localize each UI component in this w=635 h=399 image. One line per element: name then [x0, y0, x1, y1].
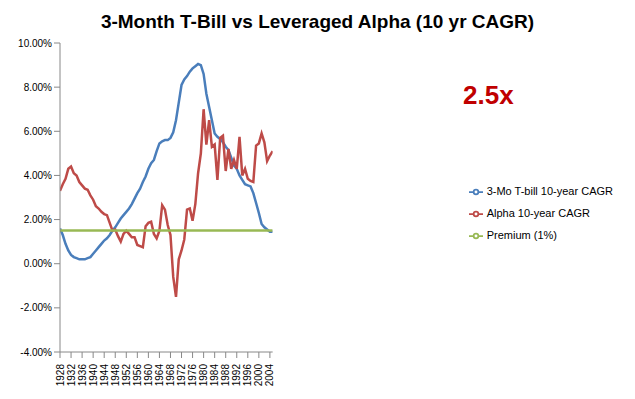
svg-text:1968: 1968	[165, 364, 176, 387]
svg-text:4.00%: 4.00%	[24, 170, 52, 181]
svg-text:-4.00%: -4.00%	[20, 347, 52, 358]
svg-text:1948: 1948	[110, 364, 121, 387]
svg-text:1980: 1980	[198, 364, 209, 387]
html-text:Alpha 10-year CAGR: Alpha 10-year CAGR	[486, 207, 590, 219]
svg-text:1928: 1928	[55, 364, 66, 387]
svg-text:1984: 1984	[209, 364, 220, 387]
html-text:3-Month T-Bill vs Leveraged Al: 3-Month T-Bill vs Leveraged Alpha (10 yr…	[100, 11, 535, 32]
svg-text:0.00%: 0.00%	[24, 258, 52, 269]
svg-text:1956: 1956	[132, 364, 143, 387]
svg-text:1996: 1996	[242, 364, 253, 387]
svg-text:8.00%: 8.00%	[24, 82, 52, 93]
svg-text:1932: 1932	[66, 364, 77, 387]
svg-text:-2.00%: -2.00%	[20, 302, 52, 313]
svg-text:10.00%: 10.00%	[18, 38, 52, 49]
svg-text:1936: 1936	[77, 364, 88, 387]
svg-text:2000: 2000	[253, 364, 264, 387]
html-text:Premium (1%): Premium (1%)	[486, 229, 557, 241]
svg-text:1960: 1960	[143, 364, 154, 387]
svg-text:2.00%: 2.00%	[24, 214, 52, 225]
svg-text:1976: 1976	[187, 364, 198, 387]
html-text:2.5x: 2.5x	[463, 80, 514, 110]
svg-text:6.00%: 6.00%	[24, 126, 52, 137]
svg-text:1972: 1972	[176, 364, 187, 387]
svg-text:1992: 1992	[231, 364, 242, 387]
svg-text:1940: 1940	[88, 364, 99, 387]
svg-text:1964: 1964	[154, 364, 165, 387]
html-text:3-Mo T-bill 10-year CAGR: 3-Mo T-bill 10-year CAGR	[486, 185, 613, 197]
svg-text:1988: 1988	[220, 364, 231, 387]
svg-text:1952: 1952	[121, 364, 132, 387]
svg-text:2004: 2004	[264, 364, 275, 387]
svg-text:1944: 1944	[99, 364, 110, 387]
